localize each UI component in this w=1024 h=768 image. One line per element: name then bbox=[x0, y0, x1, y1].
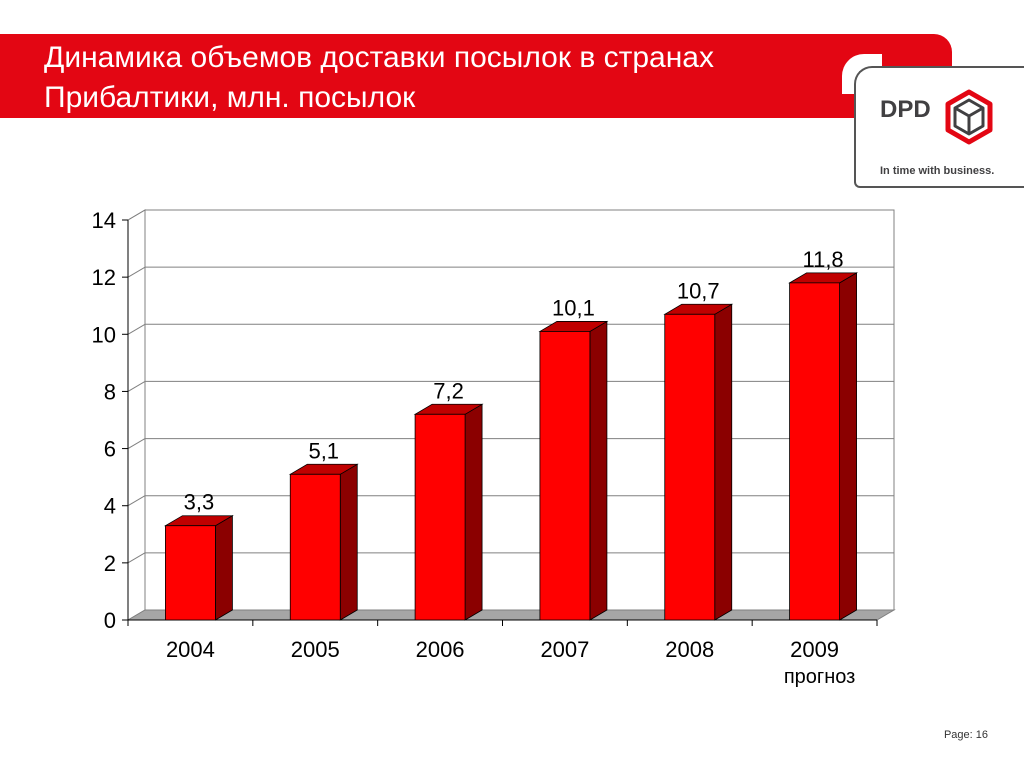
gridline-side bbox=[127, 266, 146, 278]
bar bbox=[414, 413, 466, 621]
title-band bbox=[0, 34, 952, 118]
bar-side bbox=[464, 403, 483, 621]
x-tick-label: 2006 bbox=[416, 637, 465, 662]
logo-tagline: In time with business. bbox=[880, 165, 995, 177]
x-tick-label: 2005 bbox=[291, 637, 340, 662]
y-tick-label: 6 bbox=[104, 437, 116, 462]
data-label: 11,8 bbox=[802, 247, 843, 272]
x-tick-note: прогноз bbox=[784, 666, 855, 688]
data-label: 10,1 bbox=[552, 295, 595, 320]
x-tick-label: 2007 bbox=[540, 637, 589, 662]
bar bbox=[165, 525, 216, 621]
bar-side bbox=[714, 303, 733, 621]
page-number: Page: 16 bbox=[943, 729, 988, 741]
bar bbox=[789, 282, 840, 621]
plot-side-wall bbox=[127, 209, 146, 621]
gridline-side bbox=[127, 495, 146, 507]
gridline-side bbox=[127, 380, 146, 392]
y-tick-label: 10 bbox=[92, 322, 116, 347]
logo-brand: DPD bbox=[880, 96, 931, 123]
x-tick-label: 2004 bbox=[166, 637, 215, 662]
data-label: 3,3 bbox=[184, 490, 215, 515]
y-tick-label: 12 bbox=[92, 265, 116, 290]
x-tick-label: 2008 bbox=[665, 637, 714, 662]
data-label: 10,7 bbox=[677, 278, 720, 303]
data-label: 5,1 bbox=[308, 438, 339, 463]
y-tick-label: 14 bbox=[92, 208, 116, 233]
gridline-side bbox=[127, 209, 146, 221]
data-label: 7,2 bbox=[433, 378, 464, 403]
gridline-side bbox=[127, 552, 146, 564]
x-tick-label: 2009 bbox=[790, 637, 839, 662]
bar-side bbox=[839, 272, 857, 621]
bar-side bbox=[589, 320, 608, 621]
dpd-logo bbox=[854, 66, 1024, 188]
plot-floor bbox=[126, 609, 896, 621]
bar-side bbox=[339, 463, 358, 621]
cube-icon bbox=[945, 89, 993, 145]
bar-side bbox=[215, 515, 233, 621]
y-tick-label: 8 bbox=[104, 379, 116, 404]
slide-title: Динамика объемов доставки посылок в стра… bbox=[44, 41, 714, 114]
bar bbox=[289, 473, 341, 621]
y-tick-label: 0 bbox=[104, 608, 116, 633]
gridline-side bbox=[127, 323, 146, 335]
y-tick-label: 4 bbox=[104, 494, 116, 519]
bar bbox=[664, 313, 716, 621]
plot-back-wall bbox=[144, 209, 895, 611]
gridline-side bbox=[127, 438, 146, 450]
bar bbox=[539, 331, 591, 621]
y-tick-label: 2 bbox=[104, 551, 116, 576]
